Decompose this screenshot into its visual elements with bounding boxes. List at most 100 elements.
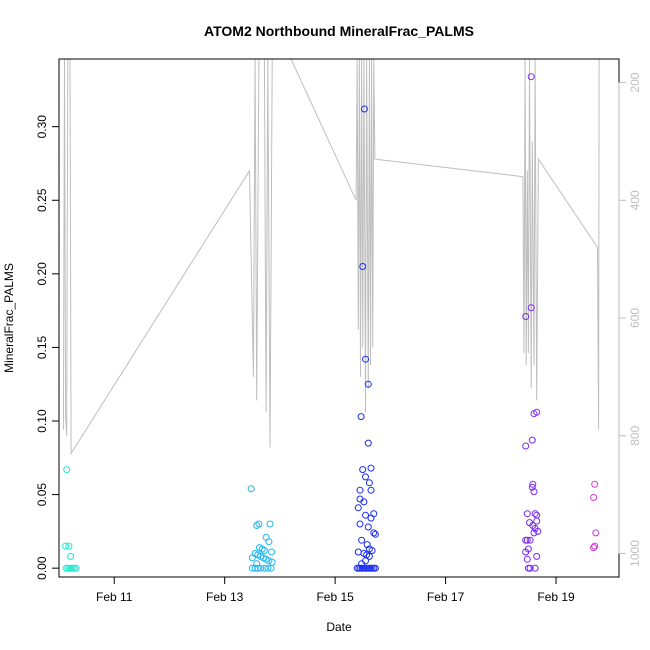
- data-point: [363, 541, 371, 549]
- data-point: [255, 520, 263, 528]
- y-tick-label: 0.30: [35, 115, 49, 139]
- chart-title: ATOM2 Northbound MineralFrac_PALMS: [204, 23, 474, 39]
- data-point: [67, 552, 75, 560]
- data-point: [262, 533, 270, 541]
- data-point: [354, 548, 362, 556]
- data-point: [266, 520, 274, 528]
- data-point: [264, 564, 272, 572]
- data-point: [254, 564, 262, 572]
- data-point: [356, 520, 364, 528]
- data-point: [63, 466, 71, 474]
- data-point: [522, 548, 530, 556]
- data-point: [371, 564, 379, 572]
- data-point: [367, 486, 375, 494]
- data-point: [72, 564, 80, 572]
- data-point: [530, 529, 538, 537]
- data-point: [590, 544, 598, 552]
- x-tick-label: Feb 15: [316, 590, 354, 604]
- x-tick-label: Feb 11: [96, 590, 133, 604]
- data-point: [356, 486, 364, 494]
- data-point: [248, 564, 256, 572]
- x-axis-label: Date: [326, 620, 352, 634]
- data-point: [368, 547, 376, 554]
- data-point: [523, 536, 531, 544]
- right-tick-label: 600: [628, 308, 642, 328]
- data-point: [523, 510, 531, 518]
- data-point: [370, 529, 378, 537]
- data-point: [367, 464, 375, 472]
- data-point: [354, 504, 362, 512]
- pressure-line-layer: [62, 59, 600, 456]
- x-tick-label: Feb 17: [427, 590, 465, 604]
- data-point: [65, 542, 73, 550]
- data-point: [526, 564, 534, 572]
- data-point: [364, 380, 372, 388]
- data-point: [358, 536, 366, 544]
- data-point: [362, 355, 369, 363]
- pressure-line: [62, 59, 600, 456]
- data-point: [362, 511, 369, 519]
- data-point: [370, 510, 378, 518]
- y-axis-label: MineralFrac_PALMS: [2, 263, 16, 373]
- data-point: [530, 488, 538, 496]
- data-point: [362, 473, 369, 481]
- data-point: [364, 439, 372, 447]
- data-point: [367, 514, 375, 522]
- x-tick-label: Feb 19: [537, 590, 575, 604]
- x-axis: Feb 11 Feb 13 Feb 15 Feb 17 Feb 19: [96, 576, 575, 604]
- y-tick-label: 0.00: [35, 556, 49, 580]
- data-point: [62, 542, 70, 550]
- data-point: [592, 529, 600, 537]
- right-tick-label: 1000: [628, 540, 642, 567]
- data-point: [357, 413, 365, 421]
- right-tick-label: 800: [628, 425, 642, 445]
- y-tick-label: 0.20: [35, 262, 49, 286]
- right-axis: 200 400 600 800 1000: [618, 72, 642, 567]
- right-tick-label: 200: [628, 72, 642, 92]
- data-point: [248, 554, 256, 562]
- data-point: [533, 552, 541, 560]
- data-point: [253, 560, 261, 568]
- data-point: [531, 564, 539, 572]
- y-tick-label: 0.05: [35, 483, 49, 507]
- data-point: [534, 527, 542, 535]
- data-point: [365, 479, 373, 487]
- data-point: [530, 410, 538, 418]
- data-point: [365, 552, 373, 560]
- data-point: [359, 263, 367, 270]
- data-point: [260, 564, 268, 572]
- data-point: [528, 483, 536, 491]
- data-point: [360, 498, 368, 506]
- data-point: [591, 542, 599, 550]
- x-tick-label: Feb 13: [206, 590, 244, 604]
- data-point: [522, 313, 530, 320]
- data-point: [591, 480, 599, 488]
- data-point: [260, 547, 268, 554]
- data-point: [527, 304, 535, 312]
- data-point: [265, 538, 273, 546]
- data-point: [590, 494, 598, 501]
- data-point: [527, 73, 535, 81]
- data-point: [533, 511, 541, 519]
- data-point: [526, 536, 534, 544]
- data-point: [267, 564, 275, 572]
- data-point: [531, 510, 539, 518]
- data-point: [533, 517, 541, 525]
- y-tick-label: 0.10: [35, 409, 49, 433]
- data-point: [529, 480, 537, 488]
- data-point: [268, 548, 276, 556]
- data-point: [265, 557, 273, 565]
- data-point: [528, 436, 536, 444]
- y-tick-label: 0.15: [35, 335, 49, 359]
- right-tick-label: 400: [628, 190, 642, 210]
- data-point: [257, 564, 265, 572]
- data-point: [364, 523, 372, 531]
- data-point: [360, 105, 368, 113]
- data-point: [359, 466, 367, 474]
- data-point: [522, 442, 530, 450]
- y-tick-label: 0.25: [35, 188, 49, 212]
- points-layer: [62, 73, 600, 572]
- y-axis: 0.00 0.05 0.10 0.15 0.20 0.25 0.30: [35, 115, 60, 580]
- data-point: [523, 555, 531, 563]
